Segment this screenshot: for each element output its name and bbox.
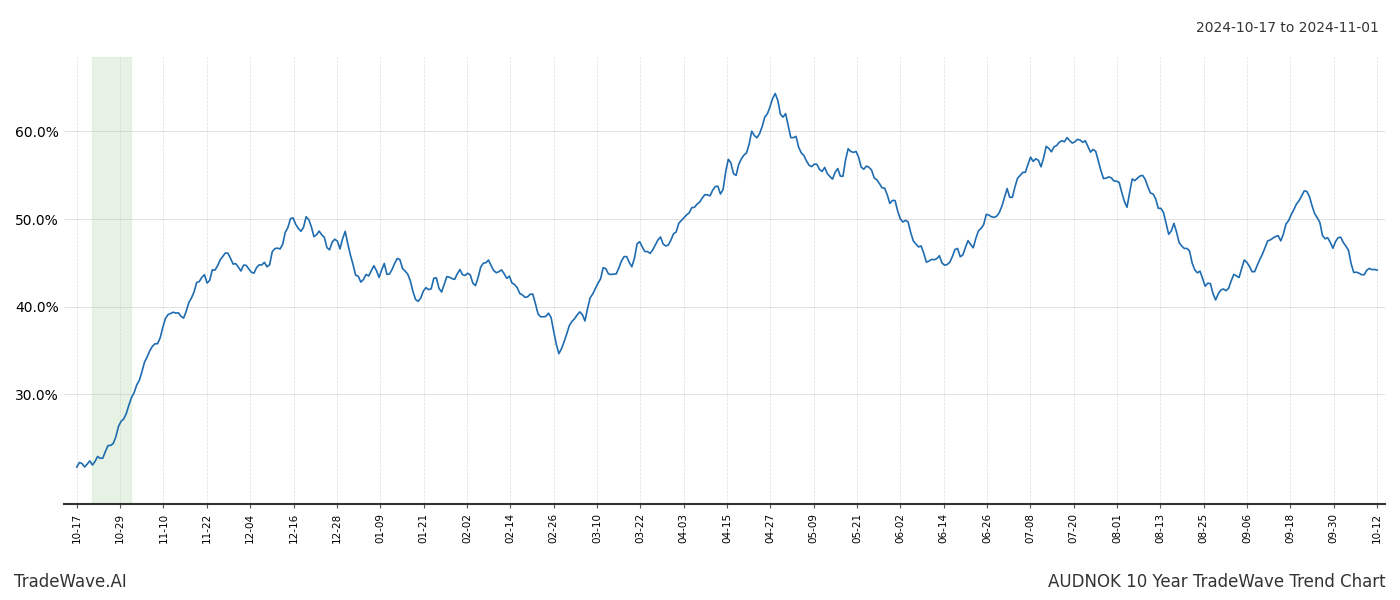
Text: 2024-10-17 to 2024-11-01: 2024-10-17 to 2024-11-01 <box>1196 21 1379 35</box>
Text: TradeWave.AI: TradeWave.AI <box>14 573 127 591</box>
Bar <box>92 57 132 504</box>
Text: AUDNOK 10 Year TradeWave Trend Chart: AUDNOK 10 Year TradeWave Trend Chart <box>1049 573 1386 591</box>
